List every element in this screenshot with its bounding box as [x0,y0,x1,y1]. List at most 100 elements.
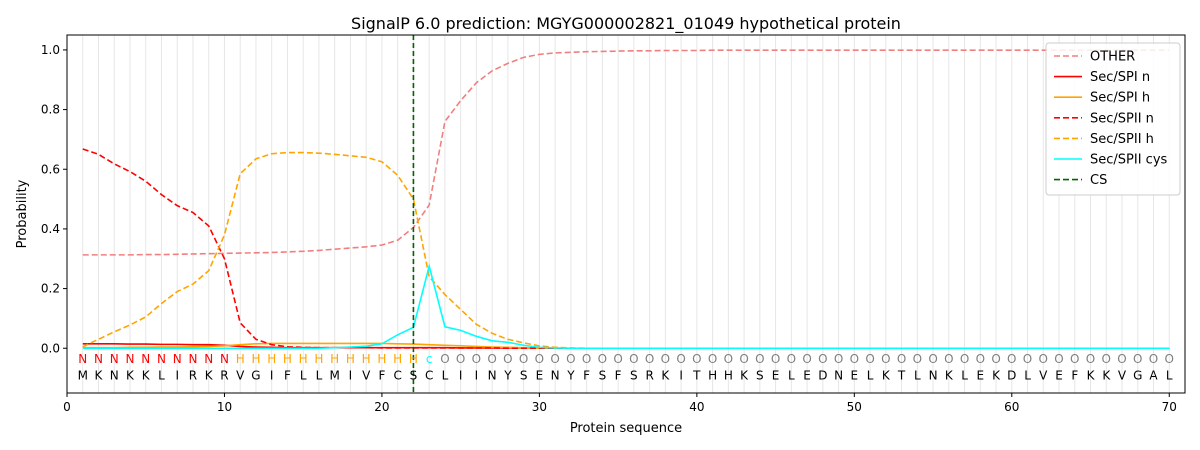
legend-box [1045,42,1181,196]
residue-label: I [459,369,463,383]
region-label: O [692,352,701,366]
residue-label: L [1166,369,1173,383]
region-label: O [739,352,748,366]
region-label: O [1039,352,1048,366]
plot-frame [66,34,1186,394]
x-tick-label: 40 [689,400,704,414]
residue-label: K [1087,369,1096,383]
residue-label: F [1071,369,1078,383]
region-label: H [346,352,355,366]
region-label: O [944,352,953,366]
y-tick-label: 0.0 [41,341,60,355]
region-label: N [220,352,229,366]
residue-label: M [78,369,88,383]
residue-label: T [692,369,701,383]
region-label: H [299,352,308,366]
residue-label: K [992,369,1001,383]
y-axis-label: Probability [15,179,30,248]
region-label: O [456,352,465,366]
legend: OTHER Sec/SPI n Sec/SPI h Sec/SPII n Sec/SPI… [1045,42,1181,196]
residue-label: R [645,369,653,383]
residue-label: E [536,369,544,383]
residue-label: E [1055,369,1063,383]
region-label: O [582,352,591,366]
residue-label: L [300,369,307,383]
legend-label: CS [1090,173,1107,188]
series-line-sec-spii-n [82,148,1170,350]
region-label: O [1070,352,1079,366]
region-label: H [362,352,371,366]
residue-label: I [475,369,479,383]
region-label: H [330,352,339,366]
residue-label: L [1024,369,1031,383]
residue-label: A [1149,369,1158,383]
x-tick-label: 50 [847,400,862,414]
x-axis-ticks: 0 10 20 30 40 50 60 70 [63,393,1177,414]
region-label: O [865,352,874,366]
region-label: O [566,352,575,366]
region-label: N [94,352,103,366]
y-tick-label: 0.4 [41,222,60,236]
series-line-other [82,49,1170,256]
residue-label: N [929,369,938,383]
residue-label: C [425,369,433,383]
residue-label: K [882,369,891,383]
residue-label: I [175,369,179,383]
region-label: N [125,352,134,366]
region-label: O [487,352,496,366]
region-label: N [141,352,150,366]
y-tick-label: 0.8 [41,103,60,117]
residue-label: E [976,369,984,383]
residue-label: H [708,369,717,383]
series-line-sec-spii-cys [82,263,1170,350]
region-label: O [897,352,906,366]
residue-label: M [330,369,340,383]
region-label: O [629,352,638,366]
residue-label: K [95,369,104,383]
residue-label: L [961,369,968,383]
residue-label: L [914,369,921,383]
x-tick-label: 70 [1162,400,1177,414]
residue-label: E [851,369,859,383]
region-label: O [976,352,985,366]
region-label: O [1023,352,1032,366]
residue-label: S [520,369,528,383]
residue-label: E [772,369,780,383]
region-label: c [426,352,433,366]
region-label: O [850,352,859,366]
region-label: H [314,352,323,366]
region-label: O [472,352,481,366]
region-label: O [550,352,559,366]
region-label: O [519,352,528,366]
region-label: H [267,352,276,366]
region-label: O [1165,352,1174,366]
region-label: O [960,352,969,366]
region-label: O [1102,352,1111,366]
residue-label: I [270,369,274,383]
y-tick-label: 0.6 [41,162,60,176]
residue-label: L [867,369,874,383]
residue-label: Y [566,369,575,383]
region-label: H [409,352,418,366]
x-tick-label: 0 [63,400,71,414]
residue-label: S [599,369,607,383]
region-label: N [78,352,87,366]
region-label: O [1149,352,1158,366]
x-tick-label: 30 [532,400,547,414]
residue-label: K [142,369,151,383]
region-label: O [440,352,449,366]
residue-label: F [284,369,291,383]
residue-label: L [158,369,165,383]
residue-label: G [251,369,260,383]
residue-label: V [1039,369,1048,383]
region-label: O [1117,352,1126,366]
series-line-sec-spii-h [82,151,1170,350]
residue-label: V [362,369,371,383]
residue-label: K [661,369,670,383]
legend-label: Sec/SPII h [1090,132,1154,147]
legend-label: Sec/SPI n [1090,70,1150,85]
residue-label: S [410,369,418,383]
residue-label: K [205,369,214,383]
region-label: O [928,352,937,366]
region-label: H [236,352,245,366]
